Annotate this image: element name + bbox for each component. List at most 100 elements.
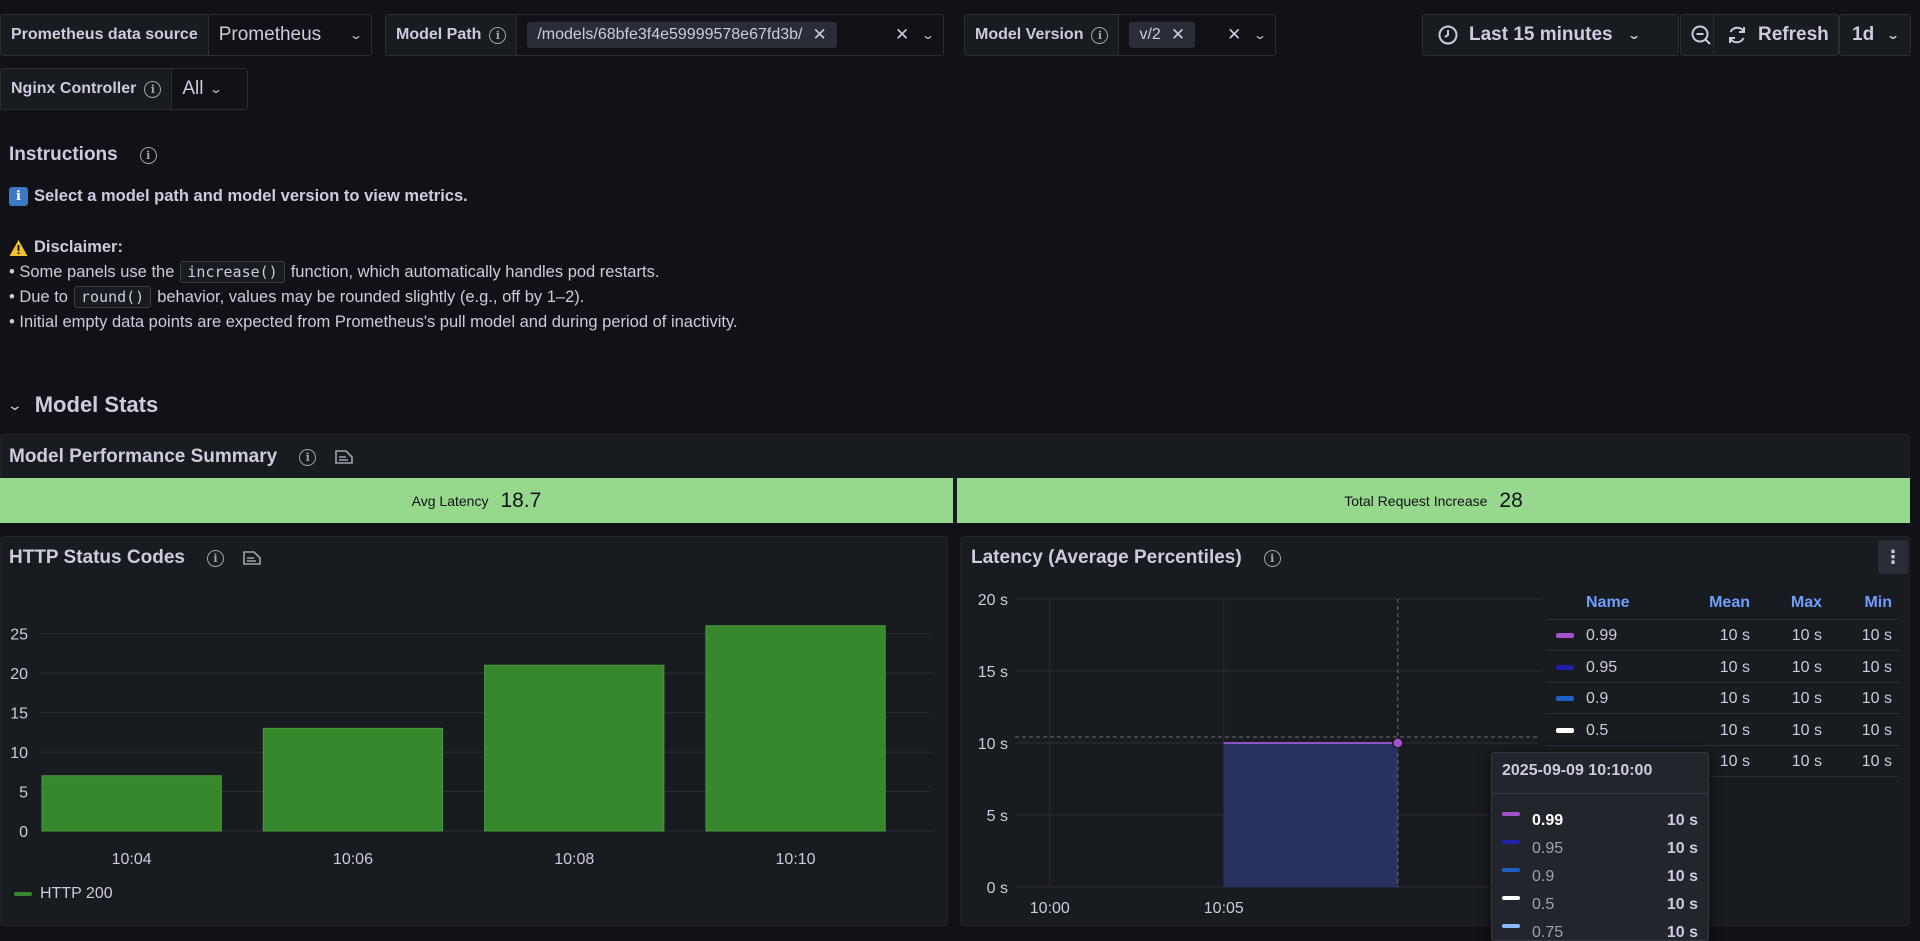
model-path-value: /models/68bfe3f4e59999578e67fd3b/ [537, 26, 803, 43]
legend-table-header: Name Mean Max Min [1546, 589, 1898, 620]
total-request-stat: Total Request Increase 28 [957, 478, 1910, 523]
http-panel-title: HTTP Status Codes i [9, 547, 262, 569]
info-icon[interactable]: i [1263, 549, 1281, 567]
y-tick-label: 0 [19, 824, 28, 841]
model-path-label: Model Path i [386, 15, 518, 55]
tooltip-series-name: 0.5 [1532, 896, 1555, 913]
nginx-label: Nginx Controller i [1, 69, 173, 109]
tooltip-row: 0.95 10 s [1502, 838, 1698, 862]
remove-chip-icon[interactable]: ✕ [1170, 25, 1186, 44]
info-icon[interactable]: i [299, 448, 317, 466]
remove-chip-icon[interactable]: ✕ [812, 25, 827, 44]
bar [41, 775, 222, 832]
legend-row[interactable]: 0.5 10 s 10 s 10 s [1546, 715, 1898, 746]
legend-min: 10 s [1861, 658, 1892, 676]
datasource-select[interactable]: Prometheus ⌄ [208, 15, 371, 55]
legend-header-name[interactable]: Name [1586, 594, 1630, 611]
y-tick-label: 5 s [987, 808, 1008, 825]
series-area [1223, 743, 1398, 887]
model-path-variable: Model Path i /models/68bfe3f4e59999578e67… [385, 14, 945, 56]
tooltip-value: 10 s [1666, 868, 1698, 885]
legend-min: 10 s [1861, 690, 1892, 707]
legend-row[interactable]: 0.9 10 s 10 s 10 s [1546, 683, 1898, 714]
instructions-title: Instructions i [9, 144, 157, 166]
tooltip-swatch [1502, 896, 1520, 900]
legend-max: 10 s [1791, 690, 1822, 707]
legend-series-name: 0.95 [1586, 658, 1618, 676]
nginx-variable: Nginx Controller i All ⌄ [0, 68, 249, 110]
tooltip-time: 2025-09-09 10:10:00 [1502, 762, 1653, 779]
avg-latency-value: 18.7 [500, 488, 542, 512]
chevron-down-icon: ⌄ [1626, 28, 1641, 42]
section-title: Model Stats [34, 392, 159, 417]
total-request-label: Total Request Increase [1344, 492, 1488, 509]
tooltip-swatch [1502, 812, 1520, 816]
clear-icon[interactable]: ✕ [1227, 25, 1242, 44]
summary-title: Model Performance Summary i [9, 446, 354, 468]
legend-min: 10 s [1861, 627, 1892, 644]
model-version-select[interactable]: v/2 ✕ ✕ ⌄ [1119, 15, 1276, 55]
model-stats-row-header[interactable]: ⌄ Model Stats [7, 392, 159, 418]
legend-row[interactable]: 0.95 10 s 10 s 10 s [1546, 652, 1898, 683]
legend-swatch [1556, 633, 1574, 638]
panel-links-icon[interactable] [242, 550, 262, 566]
clear-icon[interactable]: ✕ [895, 25, 910, 44]
instructions-select-line: i Select a model path and model version … [9, 187, 468, 206]
model-path-select[interactable]: /models/68bfe3f4e59999578e67fd3b/ ✕ ✕ ⌄ [517, 15, 944, 55]
legend-header-min[interactable]: Min [1864, 594, 1892, 611]
disclaimer-bullet-3: • Initial empty data points are expected… [9, 313, 738, 331]
http-legend-item[interactable]: HTTP 200 [14, 885, 113, 903]
info-icon[interactable]: i [139, 146, 157, 164]
tooltip-swatch [1502, 840, 1520, 844]
legend-swatch [1556, 664, 1574, 670]
legend-row[interactable]: 0.99 10 s 10 s 10 s [1546, 620, 1898, 651]
info-icon[interactable]: i [206, 549, 224, 567]
legend-series-name: 0.99 [1586, 627, 1618, 644]
chevron-down-icon[interactable]: ⌄ [921, 28, 936, 42]
legend-header-max[interactable]: Max [1790, 594, 1822, 611]
refresh-button[interactable]: Refresh [1713, 14, 1839, 56]
http-status-chart: 0 5 10 15 20 25 10:04 10:06 10:08 10:10 [10, 625, 930, 868]
select-line-text: Select a model path and model version to… [34, 187, 468, 205]
refresh-interval-picker[interactable]: 1d ⌄ [1839, 14, 1911, 56]
y-tick-label: 10 s [978, 736, 1008, 753]
tooltip-value: 10 s [1666, 840, 1698, 857]
x-tick-label: 10:00 [1030, 900, 1070, 917]
x-tick-label: 10:08 [554, 851, 594, 868]
bullet-text: behavior, values may be rounded slightly… [157, 287, 585, 306]
info-icon[interactable]: i [144, 80, 162, 98]
legend-header-mean[interactable]: Mean [1709, 594, 1750, 611]
y-tick-label: 20 s [978, 592, 1008, 609]
clock-icon [1438, 25, 1458, 45]
y-tick-label: 20 [10, 666, 28, 683]
time-range-picker[interactable]: Last 15 minutes ⌄ [1422, 14, 1679, 56]
tooltip-swatch [1502, 924, 1520, 928]
y-tick-label: 15 [10, 706, 28, 723]
legend-swatch [1556, 696, 1574, 701]
tooltip-series-name: 0.95 [1532, 840, 1564, 857]
legend-min: 10 s [1861, 753, 1892, 770]
tooltip-value: 10 s [1666, 812, 1698, 829]
tooltip-row: 0.99 10 s [1502, 810, 1698, 834]
tooltip-row: 0.9 10 s [1502, 866, 1698, 890]
y-tick-label: 5 [19, 785, 28, 802]
info-icon[interactable]: i [489, 26, 507, 44]
panel-menu-icon[interactable]: ⋮ [1878, 540, 1908, 574]
disclaimer-bullet-2: • Due to round() behavior, values may be… [9, 286, 584, 308]
legend-series-name: 0.9 [1586, 690, 1609, 707]
legend-mean: 10 s [1719, 721, 1750, 739]
panel-links-icon[interactable] [334, 449, 354, 465]
tooltip-series-name: 0.75 [1532, 924, 1564, 941]
nginx-select[interactable]: All ⌄ [172, 69, 248, 109]
tooltip-series-name: 0.99 [1532, 812, 1564, 829]
datasource-variable: Prometheus data source Prometheus ⌄ [0, 14, 372, 56]
x-tick-label: 10:10 [776, 851, 816, 868]
tooltip-divider [1492, 793, 1708, 794]
warning-icon [9, 239, 28, 256]
bar [484, 664, 665, 832]
tooltip-row: 0.75 10 s [1502, 922, 1698, 941]
info-icon[interactable]: i [1091, 26, 1109, 44]
chevron-down-icon[interactable]: ⌄ [1253, 28, 1268, 42]
bar [705, 625, 886, 832]
bar [262, 727, 444, 832]
